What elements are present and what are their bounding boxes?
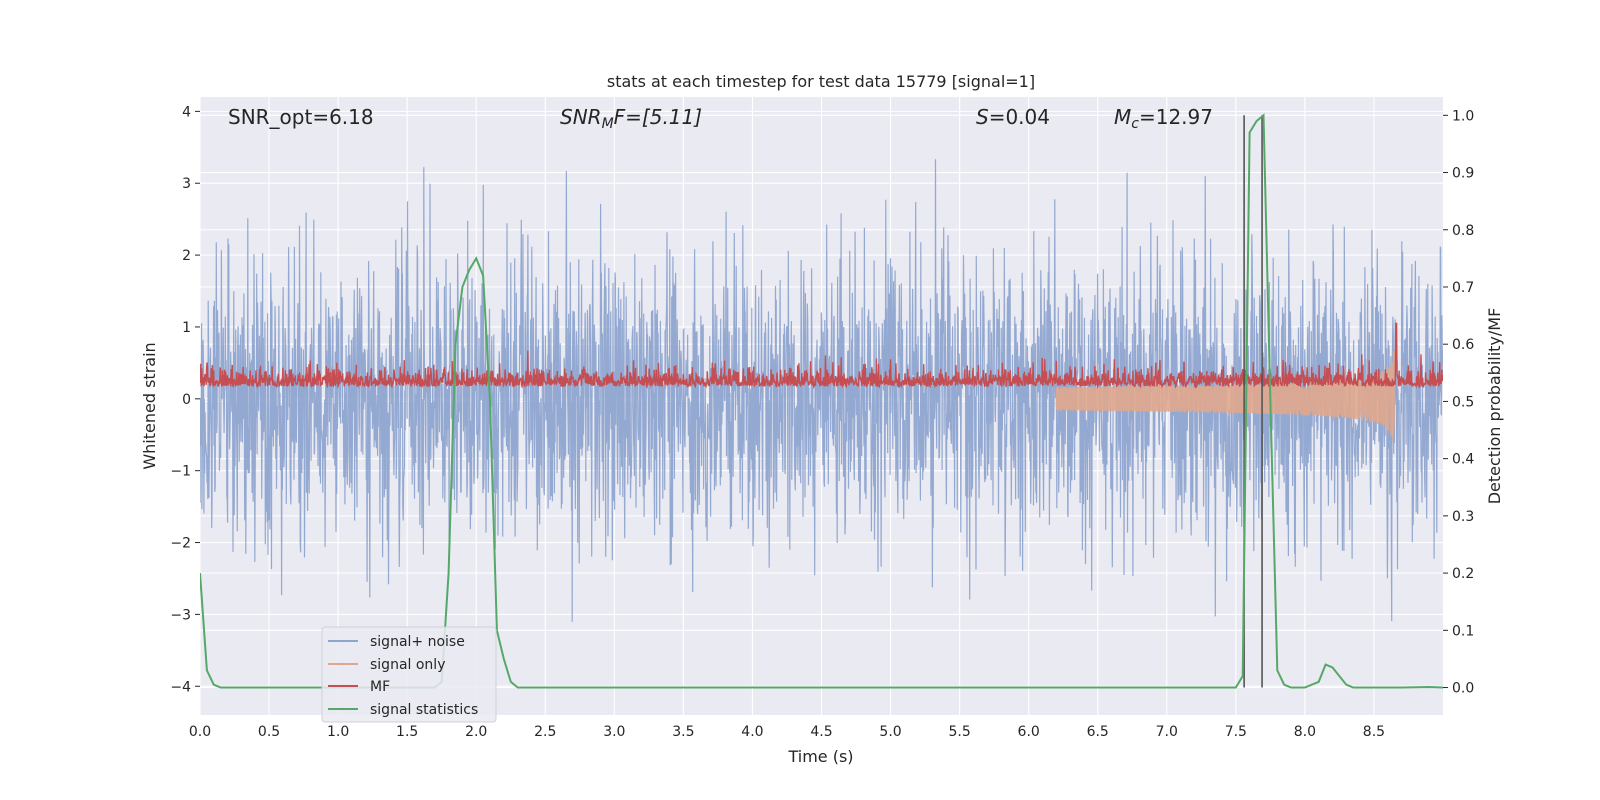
mc-sub: c	[1131, 116, 1139, 132]
x-tick-label: 7.5	[1225, 724, 1247, 740]
s-rest: =0.04	[989, 105, 1050, 129]
y-right-tick-label: 0.2	[1452, 566, 1474, 582]
x-tick-label: 5.0	[879, 724, 901, 740]
y-right-tick-label: 0.0	[1452, 681, 1474, 697]
y-left-tick-label: 4	[182, 104, 191, 120]
x-tick-label: 3.5	[672, 724, 694, 740]
y-left-tick-label: −1	[170, 464, 191, 480]
y-left-tick-label: −4	[170, 679, 191, 695]
legend-box	[321, 626, 497, 723]
x-tick-label: 6.5	[1087, 724, 1109, 740]
x-axis-label: Time (s)	[787, 747, 853, 766]
y-right-tick-label: 1.0	[1452, 108, 1474, 124]
x-tick-label: 0.5	[258, 724, 280, 740]
y-right-tick-label: 0.7	[1452, 280, 1474, 296]
y-right-tick-label: 0.6	[1452, 337, 1474, 353]
x-tick-label: 0.0	[189, 724, 211, 740]
mc-rest: =12.97	[1139, 105, 1213, 129]
snr-mf-name: SNR	[560, 105, 602, 129]
series-signal-only	[1055, 349, 1396, 442]
x-tick-label: 7.0	[1156, 724, 1178, 740]
annotation-s: S=0.04	[976, 105, 1050, 129]
chart-title: stats at each timestep for test data 157…	[607, 72, 1035, 91]
legend: signal+ noise signal only MF signal stat…	[321, 626, 497, 723]
legend-label-stat: signal statistics	[370, 702, 478, 718]
annotation-snr-mf: SNRMF=[5.11]	[560, 105, 702, 132]
mf-trace	[200, 322, 1443, 390]
x-tick-label: 8.5	[1363, 724, 1385, 740]
y-left-tick-label: −2	[170, 536, 191, 552]
legend-label-noise: signal+ noise	[370, 634, 465, 650]
y-right-tick-label: 0.5	[1452, 394, 1474, 410]
x-tick-label: 5.5	[948, 724, 970, 740]
y-right-tick-label: 0.9	[1452, 166, 1474, 182]
y-right-tick-label: 0.8	[1452, 223, 1474, 239]
series-mf	[200, 322, 1443, 390]
s-name: S	[976, 105, 989, 129]
x-tick-label: 4.0	[741, 724, 763, 740]
mc-name: M	[1114, 105, 1131, 129]
y-left-tick-label: −3	[170, 607, 191, 623]
legend-label-mf: MF	[370, 679, 390, 695]
x-tick-label: 3.0	[603, 724, 625, 740]
x-tick-label: 8.0	[1294, 724, 1316, 740]
y-right-tick-label: 0.3	[1452, 509, 1474, 525]
y-right-ticks: 0.0 0.1 0.2 0.3 0.4 0.5 0.6 0.7 0.8 0.9 1.0	[1443, 108, 1474, 697]
y-right-tick-label: 0.1	[1452, 623, 1474, 639]
y-left-tick-label: 0	[182, 392, 191, 408]
annotation-snr-opt: SNR_opt=6.18	[228, 105, 374, 129]
annotation-mc: Mc=12.97	[1114, 105, 1213, 132]
x-tick-label: 6.0	[1018, 724, 1040, 740]
x-tick-label: 4.5	[810, 724, 832, 740]
legend-label-signal-only: signal only	[370, 657, 445, 673]
y-right-axis-label: Detection probability/MF	[1485, 308, 1504, 505]
y-left-tick-label: 2	[182, 248, 191, 264]
y-left-tick-label: 1	[182, 320, 191, 336]
y-left-tick-label: 3	[182, 176, 191, 192]
x-tick-label: 2.0	[465, 724, 487, 740]
y-left-ticks: −4 −3 −2 −1 0 1 2 3 4	[170, 104, 200, 695]
y-right-tick-label: 0.4	[1452, 452, 1474, 468]
snr-mf-sub: M	[602, 116, 614, 132]
y-left-axis-label: Whitened strain	[140, 342, 159, 469]
snr-mf-rest: F=[5.11]	[614, 105, 702, 129]
signal-only-trace	[1055, 349, 1396, 442]
x-tick-label: 2.5	[534, 724, 556, 740]
x-tick-label: 1.0	[327, 724, 349, 740]
x-tick-label: 1.5	[396, 724, 418, 740]
x-ticks: 0.0 0.5 1.0 1.5 2.0 2.5 3.0 3.5 4.0 4.5 5.0 5.5 6.0 6…	[189, 724, 1385, 740]
